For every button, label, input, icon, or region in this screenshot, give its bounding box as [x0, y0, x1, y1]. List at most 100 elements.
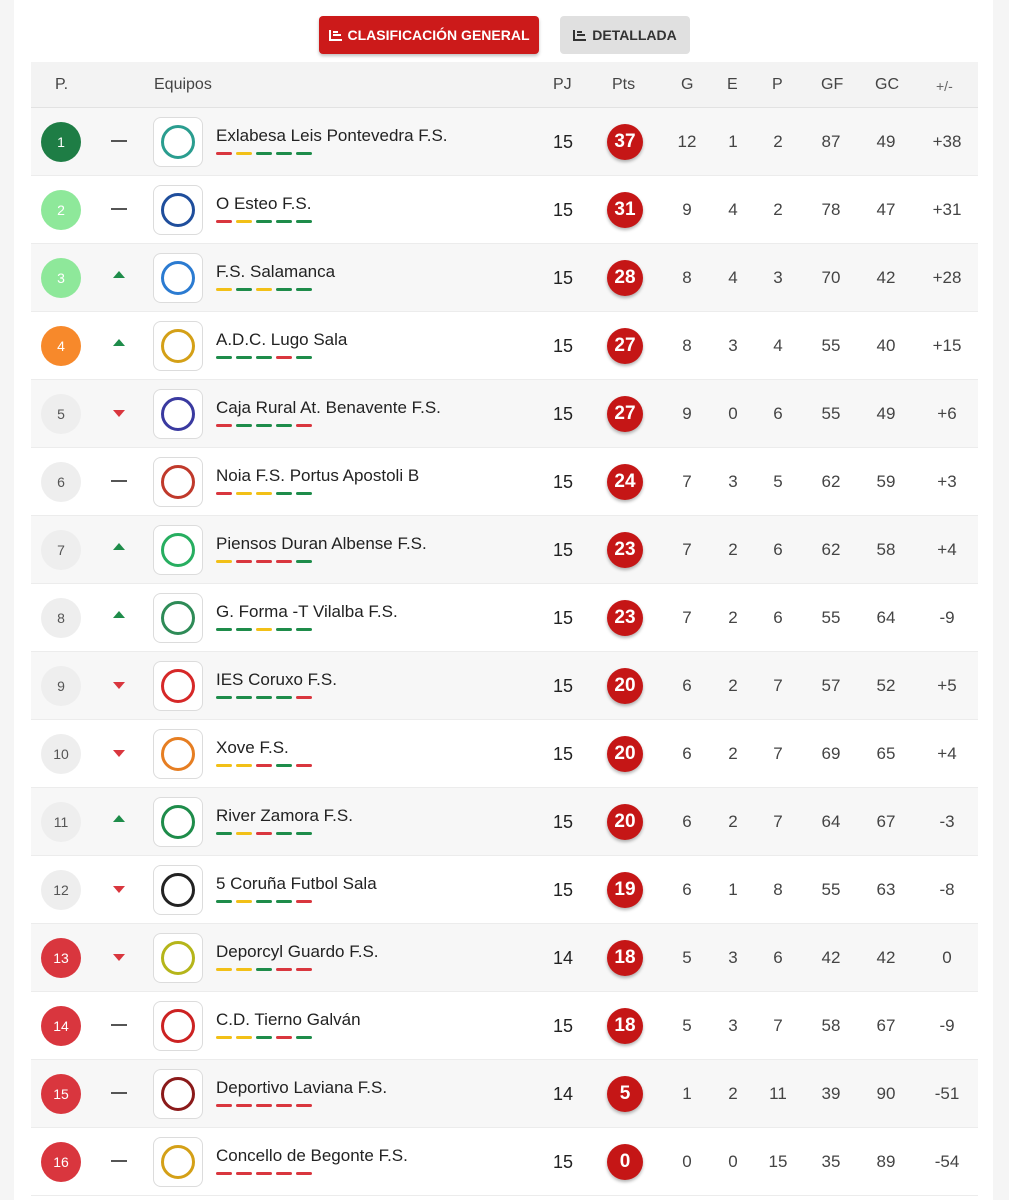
- recent-form: [216, 696, 312, 699]
- team-name[interactable]: River Zamora F.S.: [216, 806, 353, 825]
- team-name[interactable]: Caja Rural At. Benavente F.S.: [216, 398, 441, 417]
- table-row[interactable]: 14 C.D. Tierno Galván 15 18 5 3 7 58 67 …: [31, 992, 978, 1060]
- table-row[interactable]: 3 F.S. Salamanca 15 28 8 4 3 70 42 +28: [31, 244, 978, 312]
- table-row[interactable]: 13 Deporcyl Guardo F.S. 14 18 5 3 6 42 4…: [31, 924, 978, 992]
- team-logo[interactable]: [153, 933, 203, 983]
- lost-value: 7: [773, 812, 783, 831]
- played-value: 15: [552, 744, 574, 764]
- table-row[interactable]: 5 Caja Rural At. Benavente F.S. 15 27 9 …: [31, 380, 978, 448]
- team-logo[interactable]: [153, 185, 203, 235]
- team-name[interactable]: Piensos Duran Albense F.S.: [216, 534, 427, 553]
- team-name[interactable]: Xove F.S.: [216, 738, 289, 757]
- form-indicator: [256, 832, 272, 835]
- goals-for-value: 55: [821, 336, 841, 355]
- header-g: G: [681, 76, 694, 93]
- tab-clasificacion-general[interactable]: CLASIFICACIÓN GENERAL: [319, 16, 539, 54]
- goal-difference-value: +4: [937, 540, 957, 559]
- team-name[interactable]: Exlabesa Leis Pontevedra F.S.: [216, 126, 448, 145]
- form-indicator: [216, 560, 232, 563]
- form-indicator: [276, 1172, 292, 1175]
- crest-icon: [161, 941, 195, 975]
- team-logo[interactable]: [153, 117, 203, 167]
- form-indicator: [256, 900, 272, 903]
- team-name[interactable]: C.D. Tierno Galván: [216, 1010, 361, 1029]
- form-indicator: [276, 560, 292, 563]
- won-value: 1: [682, 1084, 692, 1103]
- team-logo[interactable]: [153, 525, 203, 575]
- crest-icon: [161, 601, 195, 635]
- form-indicator: [236, 832, 252, 835]
- team-logo[interactable]: [153, 389, 203, 439]
- goals-against-value: 63: [876, 880, 896, 899]
- team-name[interactable]: G. Forma -T Vilalba F.S.: [216, 602, 398, 621]
- form-indicator: [276, 152, 292, 155]
- goals-against-value: 90: [876, 1084, 896, 1103]
- drawn-value: 3: [728, 336, 738, 355]
- team-name[interactable]: Concello de Begonte F.S.: [216, 1146, 408, 1165]
- form-indicator: [276, 220, 292, 223]
- won-value: 6: [682, 744, 692, 763]
- team-logo[interactable]: [153, 321, 203, 371]
- form-indicator: [256, 492, 272, 495]
- form-indicator: [296, 152, 312, 155]
- won-value: 9: [682, 200, 692, 219]
- recent-form: [216, 220, 312, 223]
- table-row[interactable]: 9 IES Coruxo F.S. 15 20 6 2 7 57 52 +5: [31, 652, 978, 720]
- goals-against-value: 59: [876, 472, 896, 491]
- team-name[interactable]: F.S. Salamanca: [216, 262, 336, 281]
- won-value: 7: [682, 472, 692, 491]
- table-row[interactable]: 11 River Zamora F.S. 15 20 6 2 7 64 67 -…: [31, 788, 978, 856]
- goals-for-value: 87: [821, 132, 841, 151]
- recent-form: [216, 968, 312, 971]
- team-logo[interactable]: [153, 457, 203, 507]
- trend-same-icon: [111, 1024, 127, 1034]
- table-row[interactable]: 7 Piensos Duran Albense F.S. 15 23 7 2 6…: [31, 516, 978, 584]
- team-name[interactable]: Deporcyl Guardo F.S.: [216, 942, 379, 961]
- points-badge: 28: [607, 260, 643, 296]
- team-logo[interactable]: [153, 593, 203, 643]
- goal-difference-value: -8: [939, 880, 955, 899]
- position-badge: 16: [41, 1142, 81, 1182]
- table-row[interactable]: 8 G. Forma -T Vilalba F.S. 15 23 7 2 6 5…: [31, 584, 978, 652]
- tab-detallada[interactable]: DETALLADA: [560, 16, 690, 54]
- team-logo[interactable]: [153, 729, 203, 779]
- form-indicator: [276, 832, 292, 835]
- points-badge: 27: [607, 328, 643, 364]
- team-name[interactable]: Deportivo Laviana F.S.: [216, 1078, 388, 1097]
- lost-value: 7: [773, 676, 783, 695]
- table-row[interactable]: 1 Exlabesa Leis Pontevedra F.S. 15 37 12…: [31, 108, 978, 176]
- table-row[interactable]: 12 5 Coruña Futbol Sala 15 19 6 1 8 55 6…: [31, 856, 978, 924]
- team-logo[interactable]: [153, 1069, 203, 1119]
- won-value: 7: [682, 608, 692, 627]
- table-row[interactable]: 2 O Esteo F.S. 15 31 9 4 2 78 47 +31: [31, 176, 978, 244]
- team-name[interactable]: O Esteo F.S.: [216, 194, 312, 213]
- form-indicator: [236, 900, 252, 903]
- table-row[interactable]: 16 Concello de Begonte F.S. 15 0 0 0 15 …: [31, 1128, 978, 1196]
- team-name[interactable]: IES Coruxo F.S.: [216, 670, 337, 689]
- goal-difference-value: +6: [937, 404, 957, 423]
- header-gf: GF: [821, 76, 844, 93]
- lost-value: 4: [773, 336, 783, 355]
- team-logo[interactable]: [153, 253, 203, 303]
- form-indicator: [256, 1172, 272, 1175]
- trend-up-icon: [113, 815, 125, 822]
- position-badge: 5: [41, 394, 81, 434]
- table-row[interactable]: 15 Deportivo Laviana F.S. 14 5 1 2 11 39…: [31, 1060, 978, 1128]
- team-name[interactable]: Noia F.S. Portus Apostoli B: [216, 466, 420, 485]
- table-row[interactable]: 6 Noia F.S. Portus Apostoli B 15 24 7 3 …: [31, 448, 978, 516]
- team-logo[interactable]: [153, 865, 203, 915]
- table-row[interactable]: 10 Xove F.S. 15 20 6 2 7 69 65 +4: [31, 720, 978, 788]
- goals-against-value: 42: [876, 268, 896, 287]
- goal-difference-value: -9: [939, 608, 955, 627]
- team-name[interactable]: 5 Coruña Futbol Sala: [216, 874, 377, 893]
- table-row[interactable]: 4 A.D.C. Lugo Sala 15 27 8 3 4 55 40 +15: [31, 312, 978, 380]
- team-logo[interactable]: [153, 1137, 203, 1187]
- position-badge: 8: [41, 598, 81, 638]
- team-logo[interactable]: [153, 661, 203, 711]
- team-logo[interactable]: [153, 797, 203, 847]
- won-value: 6: [682, 676, 692, 695]
- team-name[interactable]: A.D.C. Lugo Sala: [216, 330, 348, 349]
- points-badge: 19: [607, 872, 643, 908]
- team-logo[interactable]: [153, 1001, 203, 1051]
- goals-against-value: 49: [876, 132, 896, 151]
